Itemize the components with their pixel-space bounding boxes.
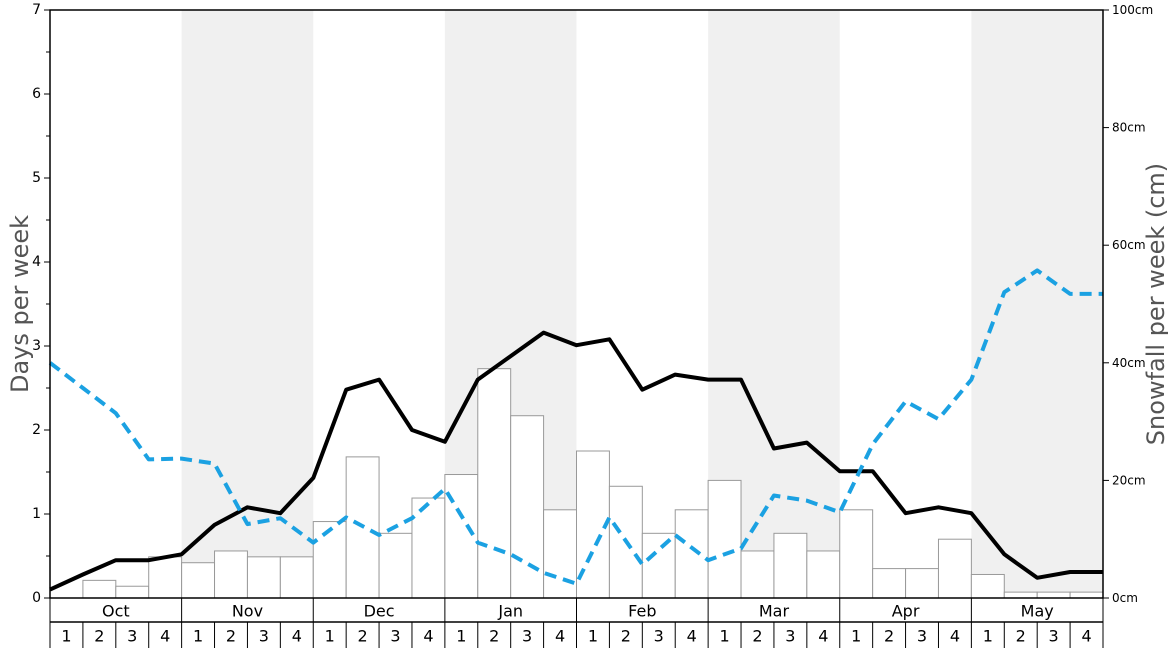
week-label: 2 <box>226 627 236 646</box>
week-label: 4 <box>950 627 960 646</box>
data-lines <box>48 268 1103 592</box>
snowfall-bar <box>279 556 314 599</box>
snowfall-bar <box>181 562 216 599</box>
month-label-oct: Oct <box>102 602 130 621</box>
week-label: 2 <box>94 627 104 646</box>
week-label: 1 <box>719 627 729 646</box>
week-label: 1 <box>325 627 335 646</box>
left-tick-label: 6 <box>32 86 41 102</box>
week-label: 3 <box>785 627 795 646</box>
right-tick-label: 20cm <box>1112 473 1146 487</box>
week-label: 3 <box>1049 627 1059 646</box>
snowfall-bar <box>641 532 676 599</box>
snowfall-bar <box>1069 591 1104 599</box>
snowfall-bar <box>378 532 413 599</box>
snowfall-bar <box>839 509 874 599</box>
snowfall-bar <box>740 550 775 599</box>
snowfall-bar <box>543 509 577 599</box>
week-label: 4 <box>423 627 433 646</box>
snowfall-bar <box>1036 591 1071 599</box>
week-label: 2 <box>752 627 762 646</box>
week-label: 2 <box>621 627 631 646</box>
snowfall-bar <box>674 509 709 599</box>
left-tick-label: 7 <box>32 2 41 18</box>
week-axis: 1 2 3 4 1 2 3 4 1 2 3 4 1 2 3 4 1 2 3 4 1 2 3 4 1 2 3 4 1 2 3 4 <box>49 622 1104 648</box>
snowfall-bar <box>773 532 808 599</box>
left-tick-label: 2 <box>32 422 41 438</box>
week-label: 3 <box>259 627 269 646</box>
week-label: 1 <box>456 627 466 646</box>
week-label: 2 <box>489 627 499 646</box>
week-label: 3 <box>522 627 532 646</box>
month-label-apr: Apr <box>892 602 920 621</box>
week-label: 2 <box>358 627 368 646</box>
week-label: 3 <box>917 627 927 646</box>
snowfall-bars <box>82 368 1104 599</box>
week-label: 4 <box>818 627 828 646</box>
snowfall-bar <box>477 368 512 599</box>
week-label: 2 <box>884 627 894 646</box>
week-label: 4 <box>1081 627 1091 646</box>
left-tick-label: 5 <box>32 170 41 186</box>
snowfall-bar <box>115 585 150 599</box>
snowfall-bar <box>707 479 742 599</box>
left-tick-label: 1 <box>32 506 41 522</box>
week-label: 4 <box>687 627 697 646</box>
right-tick-label: 100cm <box>1112 3 1153 17</box>
right-tick-label: 0cm <box>1112 591 1138 605</box>
month-axis: Oct Nov Dec Jan Feb Mar Apr May <box>49 598 1104 623</box>
left-tick-label: 3 <box>32 338 41 354</box>
y-right-axis-title: Snowfall per week (cm) <box>1142 163 1168 445</box>
month-label-nov: Nov <box>232 602 263 621</box>
left-axis: 0 1 2 3 4 5 6 7 <box>32 2 50 606</box>
week-label: 4 <box>555 627 565 646</box>
month-label-dec: Dec <box>364 602 395 621</box>
right-tick-label: 60cm <box>1112 238 1146 252</box>
snowfall-bar <box>806 550 841 599</box>
month-label-jan: Jan <box>497 602 523 621</box>
week-label: 1 <box>851 627 861 646</box>
snowfall-bar <box>214 550 248 599</box>
snowfall-bar <box>510 415 545 599</box>
week-label: 1 <box>983 627 993 646</box>
left-tick-label: 0 <box>32 590 41 606</box>
right-tick-label: 40cm <box>1112 356 1146 370</box>
snowfall-bar <box>246 556 281 599</box>
snowfall-bar <box>312 521 347 599</box>
month-shade-may <box>971 10 1103 598</box>
snowfall-bar <box>970 573 1005 599</box>
snowfall-bar <box>937 538 972 599</box>
snowfall-bar <box>82 579 117 599</box>
snowfall-bar <box>411 497 446 599</box>
week-label: 3 <box>390 627 400 646</box>
snowfall-bar <box>905 568 939 599</box>
week-label: 3 <box>127 627 137 646</box>
month-label-feb: Feb <box>628 602 656 621</box>
week-label: 4 <box>292 627 302 646</box>
dashed-series-line <box>48 268 1103 586</box>
week-label: 2 <box>1016 627 1026 646</box>
month-label-may: May <box>1021 602 1054 621</box>
right-axis: 0cm 20cm 40cm 60cm 80cm 100cm <box>1103 3 1153 605</box>
solid-series-line <box>49 330 1103 592</box>
month-label-mar: Mar <box>759 602 790 621</box>
y-left-axis-title: Days per week <box>6 215 34 393</box>
snowfall-bar <box>1003 591 1038 599</box>
week-label: 1 <box>588 627 598 646</box>
snowfall-bar <box>872 568 907 599</box>
week-label: 1 <box>193 627 203 646</box>
week-label: 4 <box>160 627 170 646</box>
month-shading <box>181 10 1103 598</box>
left-tick-label: 4 <box>32 254 41 270</box>
month-shade-nov <box>181 10 314 598</box>
right-tick-label: 80cm <box>1112 121 1146 135</box>
week-label: 3 <box>654 627 664 646</box>
week-label: 1 <box>61 627 71 646</box>
snowfall-bar <box>148 556 183 599</box>
